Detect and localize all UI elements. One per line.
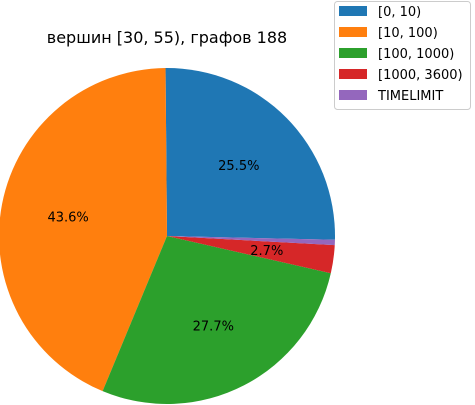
pie-percent-label-3: 2.7% (250, 244, 283, 259)
pie-percent-label-1: 43.6% (47, 211, 88, 226)
pie-slices (0, 68, 336, 405)
legend-label-1: [10, 100) (378, 26, 438, 41)
legend-label-0: [0, 10) (378, 5, 421, 20)
legend-label-4: TIMELIMIT (377, 89, 443, 104)
legend-swatch-2 (339, 48, 367, 58)
legend-label-2: [100, 1000) (378, 47, 454, 62)
legend-label-3: [1000, 3600) (378, 68, 463, 83)
legend-frame (334, 1, 471, 110)
legend-swatch-3 (339, 69, 367, 79)
pie-slice-0 (165, 68, 336, 240)
pie-percent-labels: 25.5% 43.6% 27.7% 2.7% (47, 159, 283, 334)
legend-swatch-1 (339, 27, 367, 37)
legend-items: [0, 10) [10, 100) [100, 1000) [1000, 3600) T… (339, 5, 463, 104)
pie-percent-label-0: 25.5% (218, 159, 259, 174)
pie-slice-1 (0, 68, 167, 392)
pie-slice-2 (102, 236, 331, 405)
legend-swatch-4 (339, 90, 367, 100)
legend-swatch-0 (339, 6, 367, 16)
legend: [0, 10) [10, 100) [100, 1000) [1000, 3600) T… (334, 1, 471, 110)
pie-slice-4 (167, 236, 335, 246)
pie-slice-3 (167, 236, 335, 274)
chart-title: вершин [30, 55), графов 188 (47, 28, 287, 47)
pie-percent-label-2: 27.7% (193, 320, 234, 335)
